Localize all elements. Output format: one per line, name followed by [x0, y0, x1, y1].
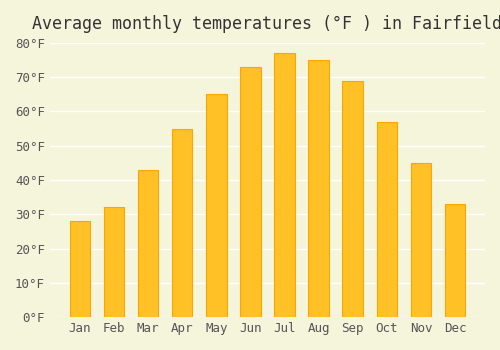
Bar — [308, 60, 329, 317]
Bar — [206, 94, 227, 317]
Bar — [172, 128, 193, 317]
Bar — [70, 221, 90, 317]
Bar — [342, 80, 363, 317]
Bar — [104, 208, 124, 317]
Bar — [445, 204, 465, 317]
Bar — [376, 122, 397, 317]
Bar — [410, 163, 431, 317]
Title: Average monthly temperatures (°F ) in Fairfield: Average monthly temperatures (°F ) in Fa… — [32, 15, 500, 33]
Bar — [138, 170, 158, 317]
Bar — [274, 53, 294, 317]
Bar — [240, 67, 260, 317]
